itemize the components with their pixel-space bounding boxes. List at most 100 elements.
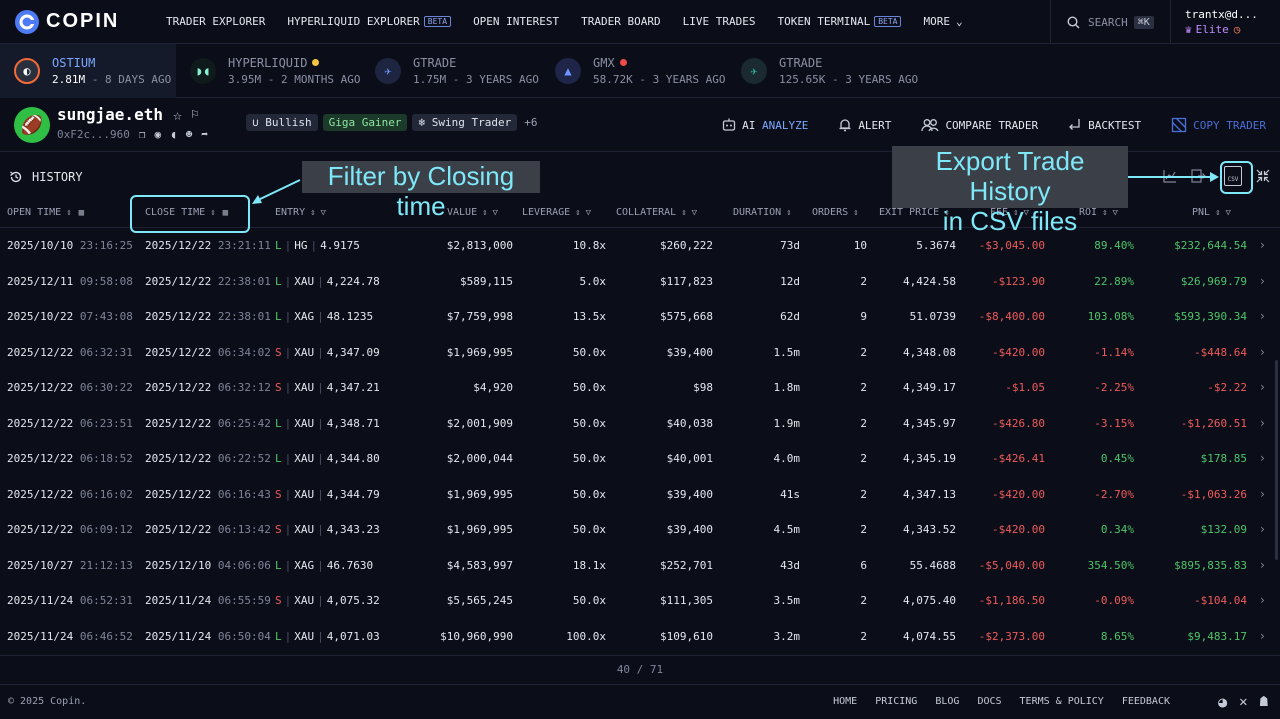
hypurrscan-icon[interactable]: ☻ bbox=[185, 128, 193, 141]
col-duration[interactable]: DURATION ⇕ bbox=[733, 207, 792, 218]
protocol-tab-hyperliquid[interactable]: ◗◖ HYPERLIQUID 3.95M - 2 MONTHS AGO bbox=[176, 44, 361, 98]
table-row[interactable]: 2025/12/11 09:58:08 2025/12/22 22:38:01 L |… bbox=[0, 264, 1280, 300]
chevron-right-icon[interactable]: › bbox=[1258, 380, 1266, 394]
chevron-right-icon[interactable]: › bbox=[1258, 522, 1266, 536]
footer-link-home[interactable]: HOME bbox=[833, 696, 858, 707]
chevron-right-icon[interactable]: › bbox=[1258, 451, 1266, 465]
footer-link-docs[interactable]: DOCS bbox=[977, 696, 1002, 707]
footer-link-blog[interactable]: BLOG bbox=[935, 696, 960, 707]
table-scrollbar[interactable] bbox=[1275, 360, 1278, 560]
chevron-right-icon[interactable]: › bbox=[1258, 557, 1266, 572]
chevron-right-icon[interactable]: › bbox=[1258, 344, 1266, 359]
discord-icon[interactable]: ◕ bbox=[1218, 693, 1228, 711]
copy-icon[interactable]: ❐ bbox=[138, 128, 146, 141]
table-row[interactable]: 2025/11/24 06:52:31 2025/11/24 06:55:59 S |… bbox=[0, 583, 1280, 619]
nav-trader-explorer[interactable]: TRADER EXPLORER bbox=[166, 15, 266, 28]
chevron-right-icon[interactable]: › bbox=[1258, 309, 1266, 323]
filter-icon[interactable]: ▽ bbox=[1023, 207, 1029, 218]
x-icon[interactable]: ✕ bbox=[1239, 694, 1248, 710]
protocol-tab-ostium[interactable]: ◐ OSTIUM 2.81M - 8 DAYS AGO bbox=[0, 44, 176, 98]
table-row[interactable]: 2025/12/22 06:32:31 2025/12/22 06:34:02 S |… bbox=[0, 335, 1280, 371]
table-row[interactable]: 2025/12/22 06:23:51 2025/12/22 06:25:42 L |… bbox=[0, 406, 1280, 442]
debank-icon[interactable]: ◖ bbox=[170, 128, 177, 141]
chevron-right-icon[interactable]: › bbox=[1258, 273, 1266, 288]
chevron-right-icon[interactable]: › bbox=[1258, 593, 1266, 607]
sort-icon[interactable]: ⇕ bbox=[310, 207, 316, 218]
sort-icon[interactable]: ⇕ bbox=[575, 207, 581, 218]
telegram-icon[interactable]: ☗ bbox=[1259, 694, 1268, 710]
col-leverage[interactable]: LEVERAGE ⇕ ▽ bbox=[522, 207, 592, 218]
table-row[interactable]: 2025/10/10 23:16:25 2025/12/22 23:21:11 L |… bbox=[0, 228, 1280, 264]
flag-icon[interactable]: ⚐ bbox=[191, 107, 199, 122]
alert-button[interactable]: ALERT bbox=[838, 118, 891, 132]
col-open-time[interactable]: OPEN TIME ⇕ ▦ bbox=[7, 207, 85, 218]
col-exit-price[interactable]: EXIT PRICE ⇕ bbox=[879, 207, 950, 218]
search-button[interactable]: SEARCH ⌘K bbox=[1050, 0, 1170, 44]
more-tags[interactable]: +6 bbox=[524, 116, 538, 129]
chevron-right-icon[interactable]: › bbox=[1258, 628, 1266, 643]
protocol-tab-gtrade-2[interactable]: ✈ GTRADE 125.65K - 3 YEARS AGO bbox=[727, 44, 927, 98]
table-row[interactable]: 2025/10/27 21:12:13 2025/12/10 04:06:06 L |… bbox=[0, 548, 1280, 584]
sort-icon[interactable]: ⇕ bbox=[1215, 207, 1221, 218]
ai-analyze-button[interactable]: AI ANALYZE bbox=[722, 118, 808, 132]
table-row[interactable]: 2025/10/22 07:43:08 2025/12/22 22:38:01 L |… bbox=[0, 299, 1280, 335]
chevron-right-icon[interactable]: › bbox=[1258, 415, 1266, 430]
nav-token-terminal[interactable]: TOKEN TERMINAL BETA bbox=[778, 15, 902, 28]
sort-icon[interactable]: ⇕ bbox=[944, 207, 950, 218]
backtest-button[interactable]: BACKTEST bbox=[1068, 118, 1141, 132]
sort-icon[interactable]: ⇕ bbox=[786, 207, 792, 218]
sort-icon[interactable]: ⇕ bbox=[1013, 207, 1019, 218]
nav-open-interest[interactable]: OPEN INTEREST bbox=[473, 15, 560, 28]
collapse-icon[interactable] bbox=[1256, 169, 1270, 183]
footer-link-feedback[interactable]: FEEDBACK bbox=[1121, 696, 1170, 707]
footer-link-pricing[interactable]: PRICING bbox=[875, 696, 918, 707]
cell-roi: -2.25% bbox=[1094, 381, 1134, 394]
table-row[interactable]: 2025/12/22 06:09:12 2025/12/22 06:13:42 S |… bbox=[0, 512, 1280, 548]
chevron-right-icon[interactable]: › bbox=[1258, 238, 1266, 252]
table-row[interactable]: 2025/12/22 06:18:52 2025/12/22 06:22:52 L |… bbox=[0, 441, 1280, 477]
filter-icon[interactable]: ▽ bbox=[1112, 207, 1118, 218]
csv-export-button[interactable]: CSV bbox=[1224, 166, 1242, 186]
sort-icon[interactable]: ⇕ bbox=[681, 207, 687, 218]
nav-hyperliquid-explorer[interactable]: HYPERLIQUID EXPLORER BETA bbox=[287, 15, 452, 28]
sort-icon[interactable]: ⇕ bbox=[482, 207, 488, 218]
filter-icon[interactable]: ▽ bbox=[691, 207, 698, 218]
protocol-tab-gmx[interactable]: ▲ GMX 58.72K - 3 YEARS AGO bbox=[541, 44, 727, 98]
table-row[interactable]: 2025/11/24 06:46:52 2025/11/24 06:50:04 L |… bbox=[0, 619, 1280, 655]
table-row[interactable]: 2025/12/22 06:16:02 2025/12/22 06:16:43 S |… bbox=[0, 477, 1280, 513]
table-row[interactable]: 2025/12/22 06:30:22 2025/12/22 06:32:12 S |… bbox=[0, 370, 1280, 406]
chevron-right-icon[interactable]: › bbox=[1258, 486, 1266, 501]
col-collateral[interactable]: COLLATERAL ⇕ ▽ bbox=[616, 207, 698, 218]
filter-icon[interactable]: ▽ bbox=[585, 207, 592, 218]
col-value[interactable]: VALUE ⇕ ▽ bbox=[447, 207, 498, 218]
calendar-icon[interactable]: ▦ bbox=[78, 207, 85, 218]
col-orders[interactable]: ORDERS ⇕ bbox=[812, 207, 859, 218]
user-menu[interactable]: trantx@d... ♛ Elite ◷ bbox=[1170, 0, 1280, 44]
col-close-time[interactable]: CLOSE TIME ⇕ ▦ bbox=[145, 207, 229, 218]
protocol-tab-gtrade[interactable]: ✈ GTRADE 1.75M - 3 YEARS AGO bbox=[361, 44, 541, 98]
share-icon[interactable]: ➦ bbox=[201, 128, 208, 141]
star-icon[interactable]: ☆ bbox=[172, 105, 182, 124]
copin-logo[interactable]: COPIN bbox=[14, 9, 144, 35]
sort-icon[interactable]: ⇕ bbox=[1102, 207, 1108, 218]
filter-icon[interactable]: ▽ bbox=[492, 207, 498, 218]
filter-icon[interactable]: ▽ bbox=[320, 207, 326, 218]
footer-link-terms[interactable]: TERMS & POLICY bbox=[1019, 696, 1104, 707]
nav-more[interactable]: MORE ⌄ bbox=[923, 15, 962, 28]
nav-trader-board[interactable]: TRADER BOARD bbox=[581, 15, 661, 28]
col-roi[interactable]: ROI ⇕ ▽ bbox=[1079, 207, 1118, 218]
sort-icon[interactable]: ⇕ bbox=[66, 207, 72, 218]
filter-icon[interactable]: ▽ bbox=[1225, 207, 1231, 218]
robot-icon bbox=[722, 118, 736, 131]
col-pnl[interactable]: PNL ⇕ ▽ bbox=[1192, 207, 1231, 218]
col-entry[interactable]: ENTRY ⇕ ▽ bbox=[275, 207, 326, 218]
compare-trader-button[interactable]: COMPARE TRADER bbox=[921, 118, 1038, 132]
copy-trader-button[interactable]: COPY TRADER bbox=[1171, 117, 1266, 133]
explorer-icon[interactable]: ◉ bbox=[154, 128, 162, 141]
sort-icon[interactable]: ⇕ bbox=[853, 207, 859, 218]
calendar-icon[interactable]: ▦ bbox=[222, 207, 229, 218]
cell-pnl: -$1,260.51 bbox=[1180, 416, 1247, 430]
col-fee[interactable]: FEE ⇕ ▽ bbox=[990, 207, 1029, 218]
nav-live-trades[interactable]: LIVE TRADES bbox=[682, 15, 756, 28]
sort-icon[interactable]: ⇕ bbox=[210, 207, 216, 218]
